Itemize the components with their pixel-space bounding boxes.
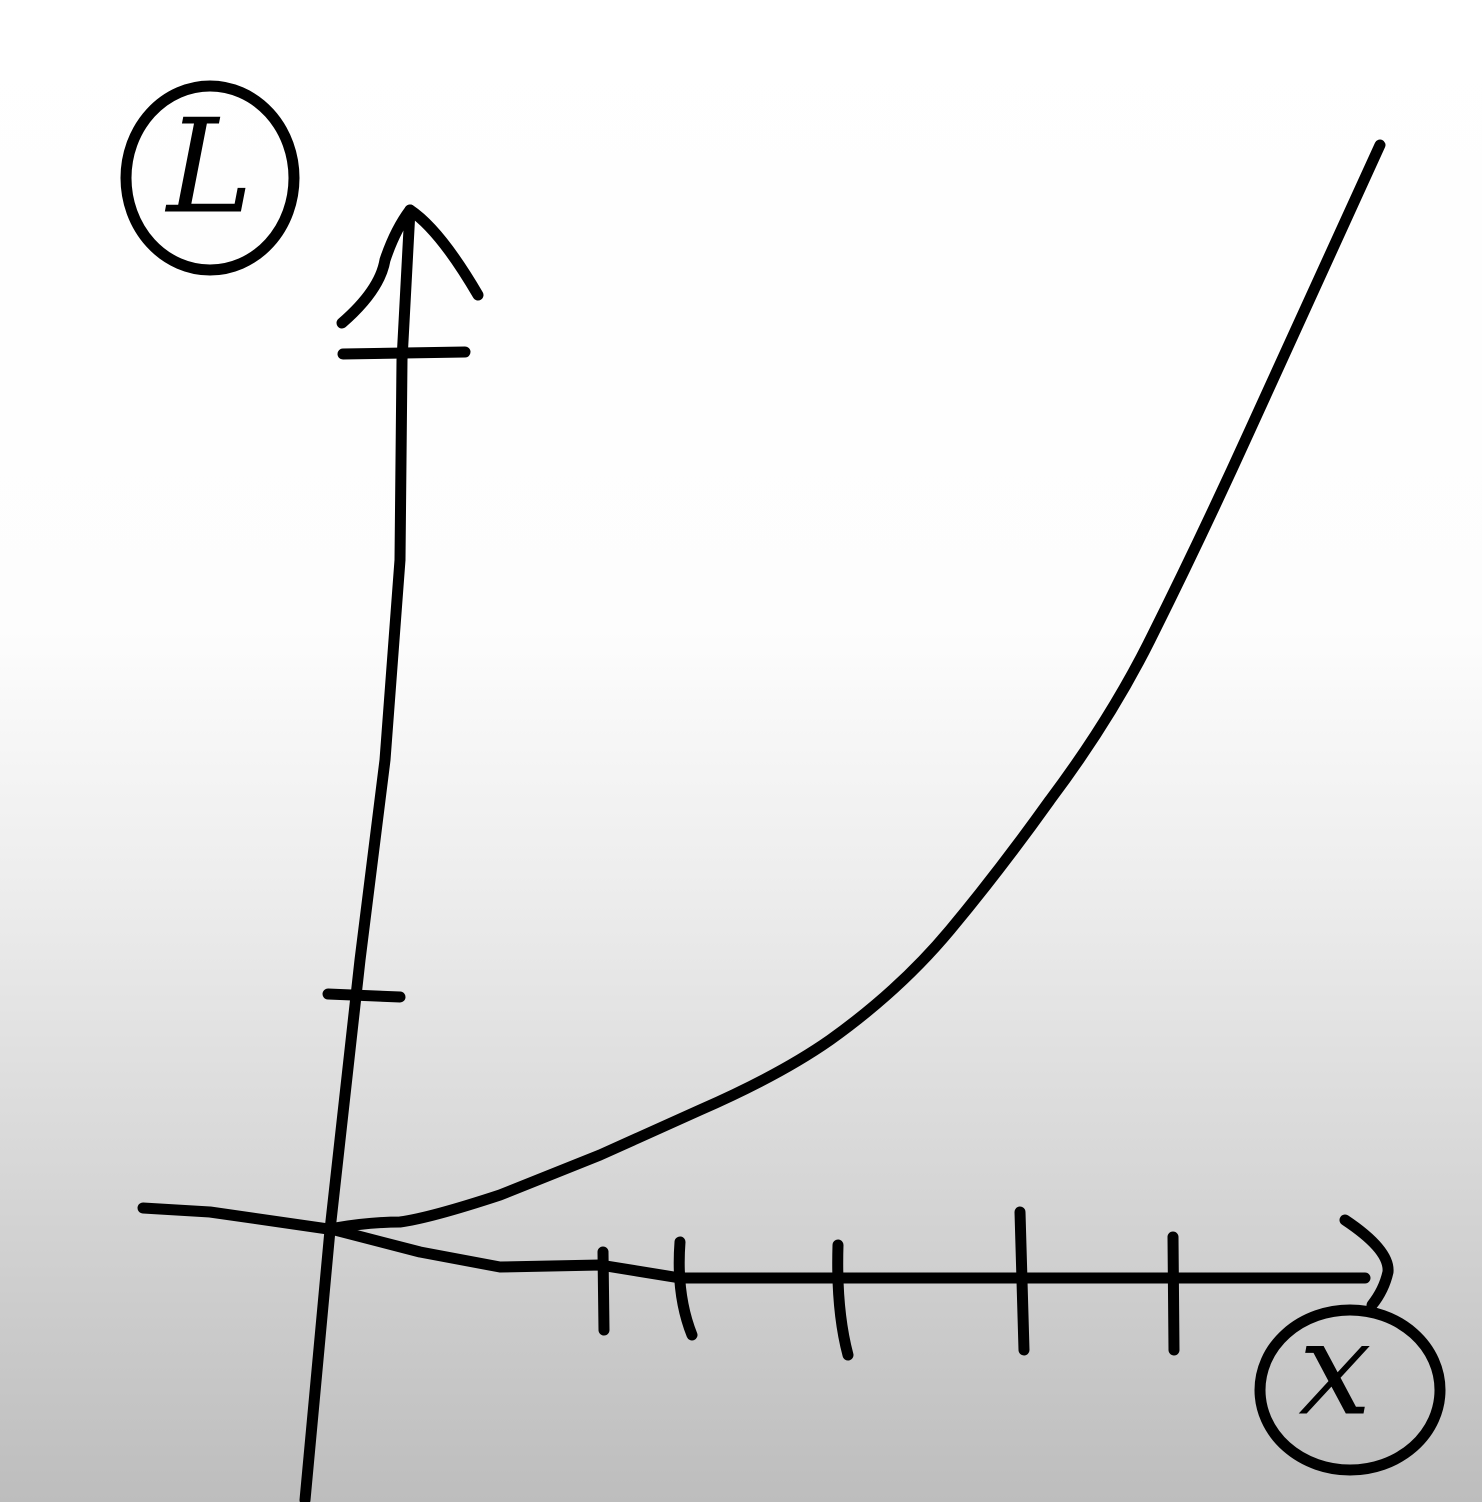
y-axis-label: L bbox=[165, 91, 253, 243]
x-axis bbox=[137, 1202, 1371, 1284]
x-axis-label: x bbox=[1298, 1293, 1371, 1445]
x-tick bbox=[1167, 1231, 1180, 1356]
x-tick bbox=[597, 1246, 610, 1336]
x-tick bbox=[832, 1239, 854, 1361]
label-circle bbox=[120, 80, 300, 276]
y-tick bbox=[322, 988, 406, 1003]
x-tick bbox=[673, 1236, 698, 1341]
x-tick bbox=[1014, 1206, 1030, 1356]
y-arrowhead bbox=[336, 204, 484, 329]
y-tick bbox=[337, 346, 471, 360]
curve bbox=[329, 139, 1386, 1234]
label-circle bbox=[1254, 1304, 1446, 1476]
x-arrowhead bbox=[1339, 1214, 1394, 1311]
